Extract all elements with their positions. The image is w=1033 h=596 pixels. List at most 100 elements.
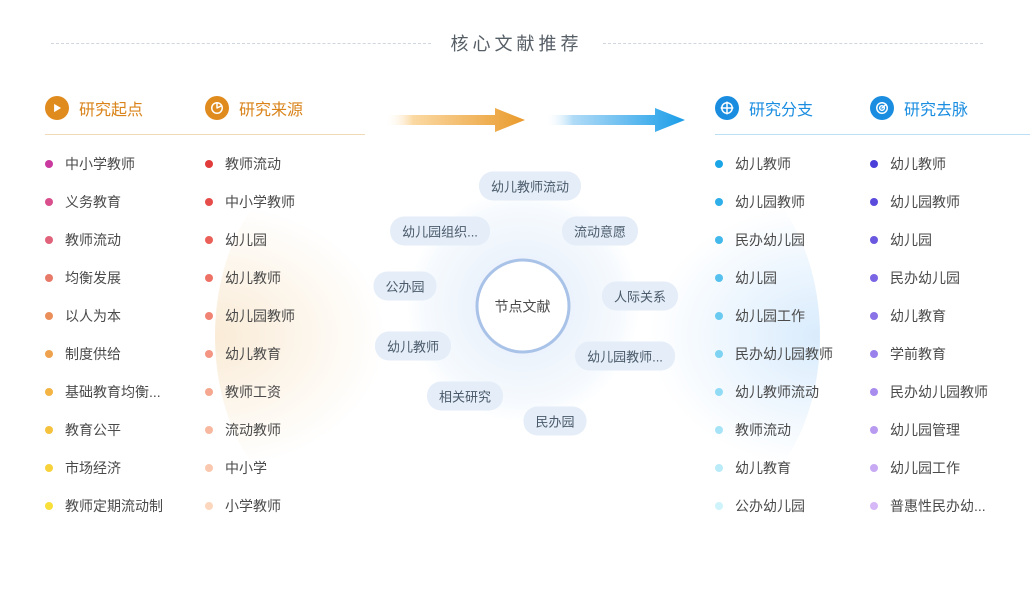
list-item-label: 幼儿园教师 [225, 306, 295, 326]
list-item[interactable]: 义务教育 [45, 183, 205, 221]
bullet-icon [205, 464, 213, 472]
list-item[interactable]: 市场经济 [45, 449, 205, 487]
keyword-bubble[interactable]: 幼儿教师流动 [479, 172, 581, 201]
keyword-bubble[interactable]: 人际关系 [602, 282, 678, 311]
center-node[interactable]: 节点文献 [475, 259, 570, 354]
list-item[interactable]: 均衡发展 [45, 259, 205, 297]
column-list: 幼儿教师幼儿园教师民办幼儿园幼儿园幼儿园工作民办幼儿园教师幼儿教师流动教师流动幼… [715, 145, 875, 525]
bullet-icon [870, 312, 878, 320]
arrow-right [545, 106, 685, 134]
list-item[interactable]: 幼儿园 [205, 221, 365, 259]
list-item-label: 学前教育 [890, 344, 946, 364]
list-item[interactable]: 幼儿园管理 [870, 411, 1030, 449]
list-item-label: 公办幼儿园 [735, 496, 805, 516]
column-list: 教师流动中小学教师幼儿园幼儿教师幼儿园教师幼儿教育教师工资流动教师中小学小学教师 [205, 145, 365, 525]
list-item[interactable]: 教师工资 [205, 373, 365, 411]
list-item[interactable]: 教育公平 [45, 411, 205, 449]
list-item-label: 幼儿园 [890, 230, 932, 250]
list-item[interactable]: 幼儿教育 [870, 297, 1030, 335]
list-item-label: 小学教师 [225, 496, 281, 516]
keyword-bubble[interactable]: 流动意愿 [562, 217, 638, 246]
radar-icon [870, 96, 894, 120]
column-header-flow[interactable]: 研究去脉 [870, 96, 1030, 135]
list-item[interactable]: 流动教师 [205, 411, 365, 449]
bullet-icon [45, 502, 53, 510]
list-item[interactable]: 幼儿教师 [870, 145, 1030, 183]
keyword-bubble[interactable]: 公办园 [373, 272, 436, 301]
list-item-label: 幼儿教育 [225, 344, 281, 364]
list-item[interactable]: 教师流动 [45, 221, 205, 259]
list-item-label: 民办幼儿园 [890, 268, 960, 288]
bullet-icon [715, 312, 723, 320]
bullet-icon [715, 160, 723, 168]
pie-icon [205, 96, 229, 120]
list-item[interactable]: 中小学教师 [45, 145, 205, 183]
list-item[interactable]: 普惠性民办幼... [870, 487, 1030, 525]
list-item[interactable]: 幼儿园教师 [715, 183, 875, 221]
list-item-label: 以人为本 [65, 306, 121, 326]
list-item[interactable]: 中小学教师 [205, 183, 365, 221]
bullet-icon [715, 388, 723, 396]
list-item[interactable]: 教师流动 [715, 411, 875, 449]
list-item[interactable]: 民办幼儿园 [870, 259, 1030, 297]
list-item-label: 市场经济 [65, 458, 121, 478]
list-item-label: 义务教育 [65, 192, 121, 212]
list-item-label: 中小学 [225, 458, 267, 478]
column-header-origin[interactable]: 研究起点 [45, 96, 205, 135]
list-item-label: 教师流动 [65, 230, 121, 250]
keyword-bubble[interactable]: 相关研究 [427, 382, 503, 411]
list-item-label: 普惠性民办幼... [890, 496, 986, 516]
bullet-icon [45, 464, 53, 472]
column-header-label: 研究来源 [239, 96, 303, 120]
column-branch: 研究分支幼儿教师幼儿园教师民办幼儿园幼儿园幼儿园工作民办幼儿园教师幼儿教师流动教… [715, 96, 875, 525]
bullet-icon [715, 464, 723, 472]
list-item[interactable]: 幼儿教师流动 [715, 373, 875, 411]
bullet-icon [870, 198, 878, 206]
list-item[interactable]: 小学教师 [205, 487, 365, 525]
target-icon [715, 96, 739, 120]
bullet-icon [205, 426, 213, 434]
list-item-label: 幼儿教师 [735, 154, 791, 174]
list-item-label: 基础教育均衡... [65, 382, 161, 402]
list-item[interactable]: 幼儿教师 [205, 259, 365, 297]
keyword-bubble[interactable]: 民办园 [523, 407, 586, 436]
list-item[interactable]: 幼儿教育 [205, 335, 365, 373]
bullet-icon [870, 426, 878, 434]
list-item[interactable]: 幼儿园 [715, 259, 875, 297]
list-item-label: 民办幼儿园教师 [735, 344, 833, 364]
list-item[interactable]: 民办幼儿园 [715, 221, 875, 259]
list-item[interactable]: 幼儿教师 [715, 145, 875, 183]
list-item[interactable]: 以人为本 [45, 297, 205, 335]
list-item[interactable]: 幼儿园教师 [870, 183, 1030, 221]
bullet-icon [45, 312, 53, 320]
list-item[interactable]: 学前教育 [870, 335, 1030, 373]
keyword-bubble[interactable]: 幼儿园教师... [575, 342, 675, 371]
list-item-label: 均衡发展 [65, 268, 121, 288]
section-header: 核心文献推荐 [0, 0, 1033, 56]
keyword-bubble[interactable]: 幼儿教师 [375, 332, 451, 361]
list-item[interactable]: 公办幼儿园 [715, 487, 875, 525]
list-item-label: 民办幼儿园 [735, 230, 805, 250]
list-item[interactable]: 教师流动 [205, 145, 365, 183]
list-item[interactable]: 中小学 [205, 449, 365, 487]
list-item-label: 教师流动 [735, 420, 791, 440]
bullet-icon [715, 350, 723, 358]
list-item[interactable]: 基础教育均衡... [45, 373, 205, 411]
column-header-branch[interactable]: 研究分支 [715, 96, 875, 135]
keyword-bubble[interactable]: 幼儿园组织... [390, 217, 490, 246]
list-item[interactable]: 幼儿园教师 [205, 297, 365, 335]
list-item[interactable]: 幼儿园工作 [715, 297, 875, 335]
column-header-source[interactable]: 研究来源 [205, 96, 365, 135]
list-item[interactable]: 民办幼儿园教师 [870, 373, 1030, 411]
bullet-icon [205, 274, 213, 282]
list-item[interactable]: 幼儿园工作 [870, 449, 1030, 487]
list-item[interactable]: 幼儿园 [870, 221, 1030, 259]
list-item[interactable]: 民办幼儿园教师 [715, 335, 875, 373]
list-item[interactable]: 制度供给 [45, 335, 205, 373]
bullet-icon [45, 426, 53, 434]
bullet-icon [715, 236, 723, 244]
list-item[interactable]: 幼儿教育 [715, 449, 875, 487]
list-item-label: 教育公平 [65, 420, 121, 440]
list-item-label: 教师定期流动制 [65, 496, 163, 516]
list-item[interactable]: 教师定期流动制 [45, 487, 205, 525]
